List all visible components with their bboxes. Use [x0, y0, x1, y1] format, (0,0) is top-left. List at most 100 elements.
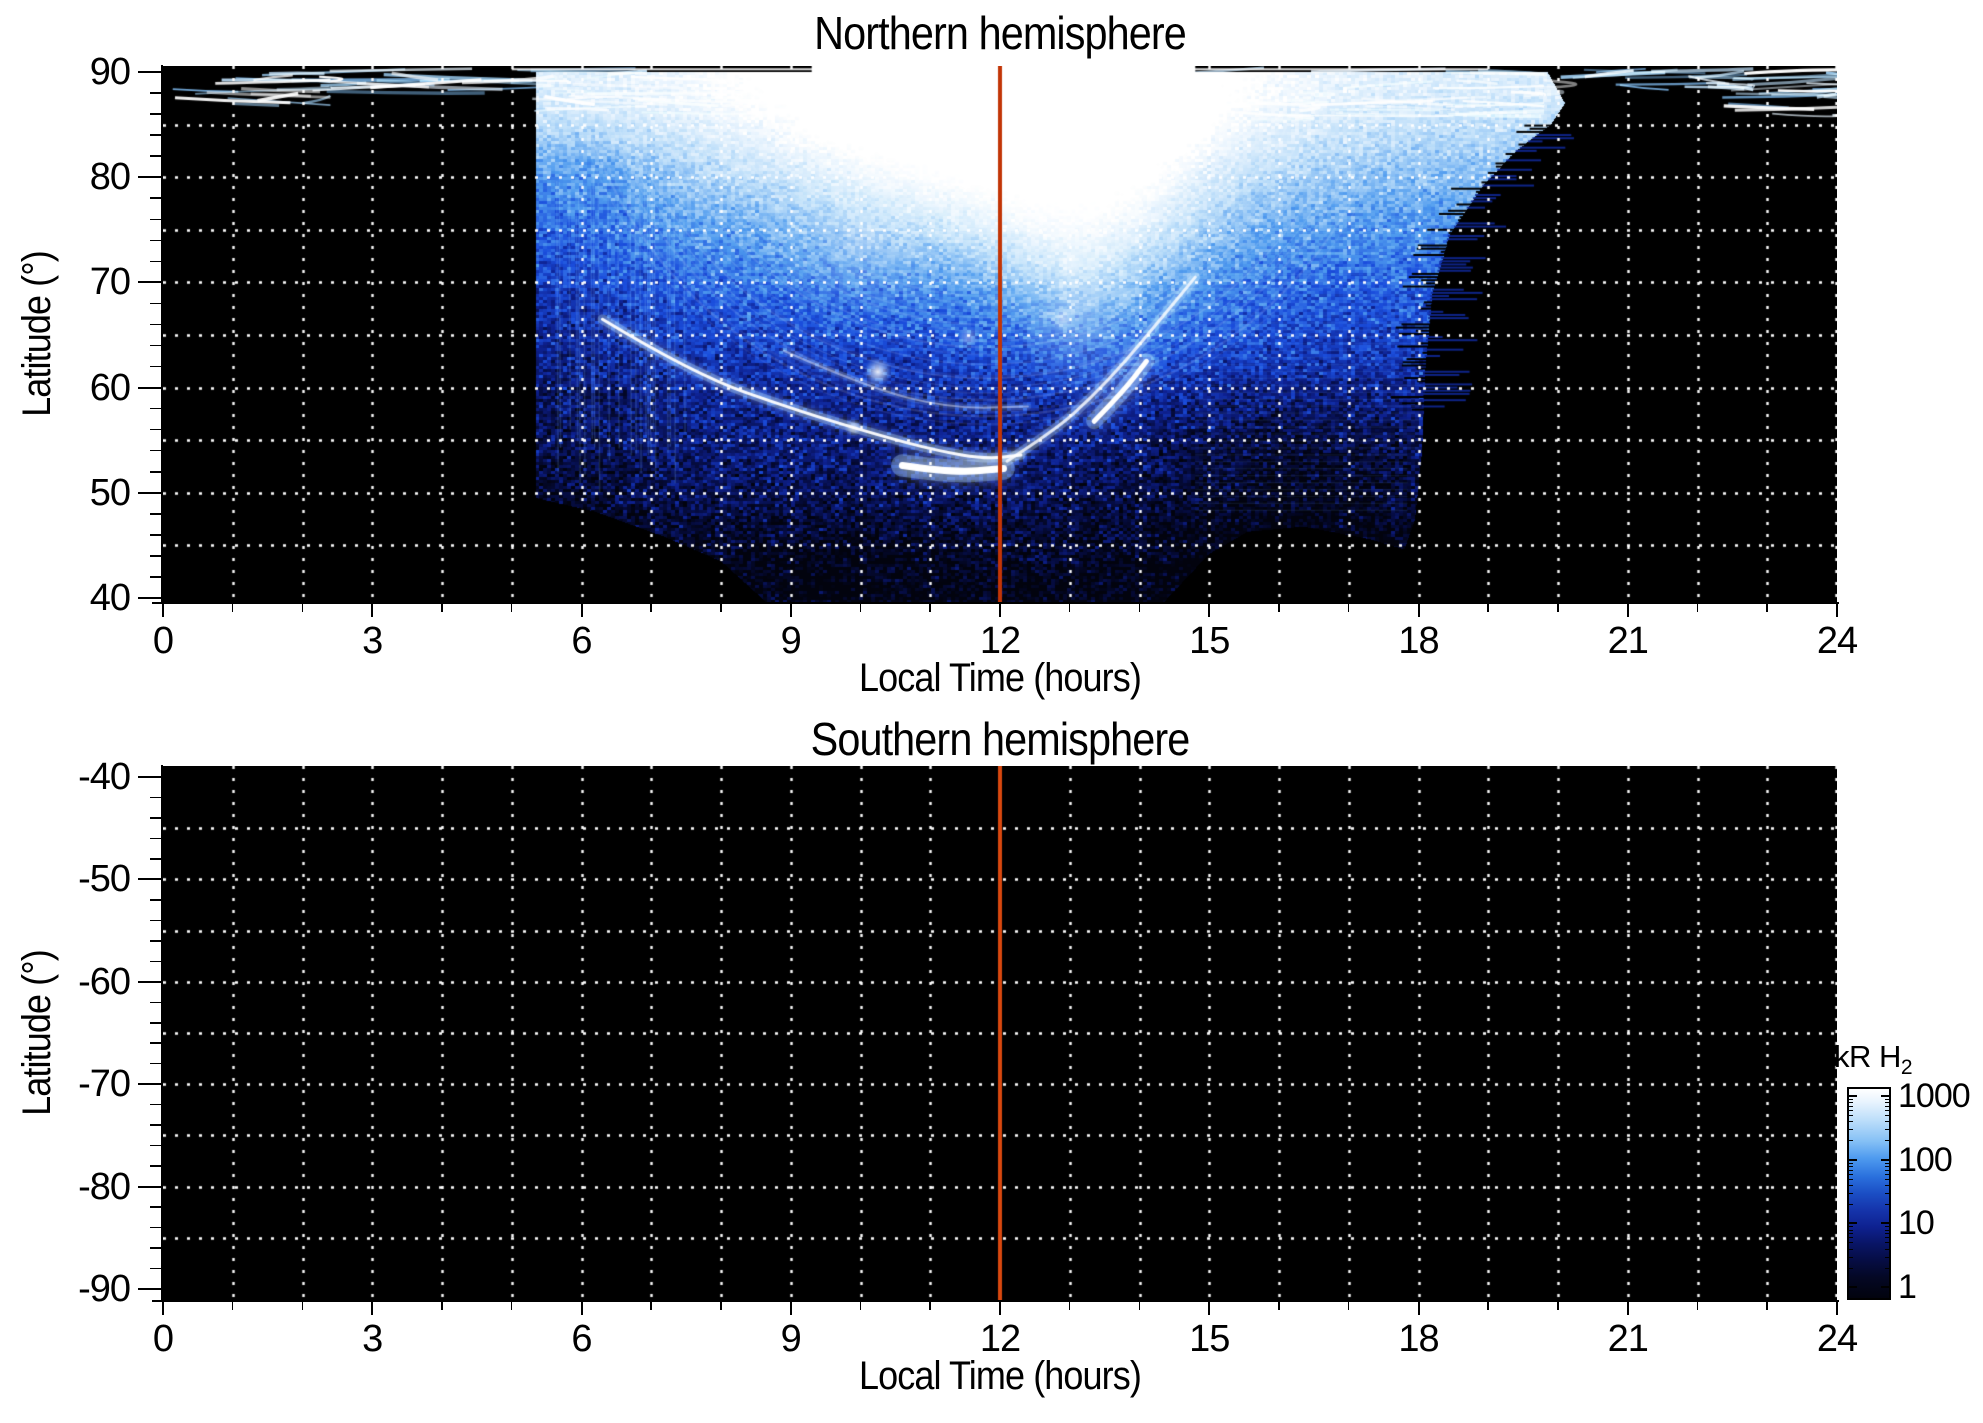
y-minor-tick: [150, 1124, 163, 1126]
y-minor-tick: [150, 323, 163, 326]
x-minor-tick: [441, 604, 443, 612]
x-minor-tick: [1278, 1302, 1280, 1310]
y-tick-label: 60: [89, 366, 131, 409]
colorbar-minor-tick: [1849, 1115, 1853, 1117]
y-minor-tick: [150, 919, 163, 922]
colorbar-minor-tick: [1849, 1110, 1853, 1112]
y-minor-tick: [150, 344, 163, 347]
colorbar-minor-tick: [1885, 1178, 1889, 1180]
colorbar-minor-tick: [1885, 1248, 1889, 1250]
y-minor-tick: [150, 134, 163, 136]
colorbar-minor-tick: [1849, 1242, 1853, 1244]
y-major-tick: [138, 70, 163, 73]
y-major-tick: [138, 1288, 163, 1291]
colorbar-tick-label: 1000: [1898, 1076, 1971, 1115]
colorbar-unit: kR H: [1834, 1039, 1901, 1074]
x-minor-tick: [1487, 604, 1489, 612]
y-minor-tick: [150, 960, 163, 963]
x-tick-label: 6: [571, 620, 592, 662]
x-minor-tick: [1347, 1302, 1350, 1310]
colorbar-minor-tick: [1885, 1098, 1889, 1100]
x-tick-label: 21: [1607, 620, 1649, 662]
y-tick-label: -60: [78, 960, 131, 1003]
y-minor-tick: [150, 1247, 163, 1249]
x-minor-tick: [1487, 1302, 1489, 1310]
colorbar-minor-tick: [1849, 1169, 1853, 1171]
x-minor-tick: [231, 1302, 234, 1310]
y-tick-label: 40: [89, 577, 131, 619]
y-major-tick: [138, 597, 163, 599]
colorbar-major-tick: [1881, 1222, 1889, 1225]
y-tick-label: 80: [89, 156, 131, 199]
colorbar-minor-tick: [1885, 1140, 1889, 1142]
y-minor-tick: [150, 428, 163, 431]
y-minor-tick: [150, 1267, 163, 1270]
y-tick-label: -80: [78, 1165, 131, 1208]
x-tick-label: 15: [1189, 1318, 1230, 1360]
x-major-tick: [1208, 1302, 1211, 1315]
x-minor-tick: [859, 604, 861, 612]
x-minor-tick: [1557, 604, 1559, 612]
y-minor-tick: [150, 407, 163, 410]
plot-title-south: Southern hemisphere: [810, 713, 1191, 765]
x-major-tick: [580, 1302, 583, 1315]
southern-heatmap-canvas: [163, 766, 1837, 1300]
x-major-tick: [580, 604, 583, 617]
x-major-tick: [999, 604, 1001, 617]
x-major-tick: [371, 1302, 374, 1315]
y-minor-tick: [150, 1022, 163, 1024]
x-tick-label: 9: [780, 1318, 802, 1360]
x-minor-tick: [1696, 1302, 1698, 1310]
y-major-tick: [138, 176, 163, 179]
x-axis-label-south: Local Time (hours): [859, 1354, 1142, 1398]
x-minor-tick: [1138, 1302, 1140, 1310]
colorbar-minor-tick: [1885, 1173, 1889, 1175]
colorbar-minor-tick: [1885, 1226, 1889, 1228]
y-minor-tick: [150, 471, 163, 473]
colorbar-minor-tick: [1885, 1184, 1889, 1186]
x-tick-label: 3: [362, 620, 383, 662]
y-minor-tick: [150, 940, 163, 942]
y-minor-tick: [150, 113, 163, 115]
colorbar-minor-tick: [1885, 1229, 1889, 1231]
colorbar-minor-tick: [1849, 1178, 1853, 1180]
colorbar-minor-tick: [1885, 1121, 1889, 1123]
colorbar-minor-tick: [1885, 1102, 1889, 1104]
x-minor-tick: [1557, 1302, 1559, 1310]
x-minor-tick: [720, 1302, 722, 1310]
colorbar-minor-tick: [1885, 1192, 1889, 1194]
x-major-tick: [1836, 1302, 1838, 1315]
x-minor-tick: [301, 604, 303, 612]
colorbar-major-tick: [1881, 1094, 1889, 1097]
colorbar-minor-tick: [1849, 1102, 1853, 1104]
y-minor-tick: [150, 260, 163, 263]
colorbar-major-tick: [1849, 1222, 1857, 1225]
y-tick-label: -40: [78, 755, 131, 798]
y-minor-tick: [150, 239, 163, 242]
x-tick-label: 24: [1816, 620, 1858, 662]
x-minor-tick: [510, 604, 513, 612]
y-minor-tick: [150, 555, 163, 557]
y-minor-tick: [150, 796, 163, 799]
colorbar-minor-tick: [1885, 1267, 1889, 1269]
x-tick-label: 24: [1816, 1318, 1858, 1360]
colorbar-major-tick: [1881, 1286, 1889, 1288]
x-axis-line: [152, 1300, 1839, 1302]
x-minor-tick: [231, 604, 234, 612]
colorbar-minor-tick: [1849, 1256, 1853, 1258]
colorbar-tick-label: 10: [1898, 1204, 1935, 1243]
y-major-tick: [138, 281, 163, 284]
colorbar-minor-tick: [1849, 1121, 1853, 1123]
colorbar-minor-tick: [1849, 1192, 1853, 1194]
x-minor-tick: [510, 1302, 513, 1310]
colorbar-minor-tick: [1885, 1237, 1889, 1239]
y-minor-tick: [150, 449, 163, 452]
y-tick-label: -90: [78, 1268, 131, 1311]
x-major-tick: [371, 604, 374, 617]
y-minor-tick: [150, 899, 163, 901]
x-major-tick: [162, 604, 164, 617]
colorbar-title: kR H2: [1834, 1039, 1913, 1080]
colorbar-minor-tick: [1849, 1267, 1853, 1269]
y-minor-tick: [150, 513, 163, 515]
x-axis-label-north: Local Time (hours): [859, 656, 1142, 700]
